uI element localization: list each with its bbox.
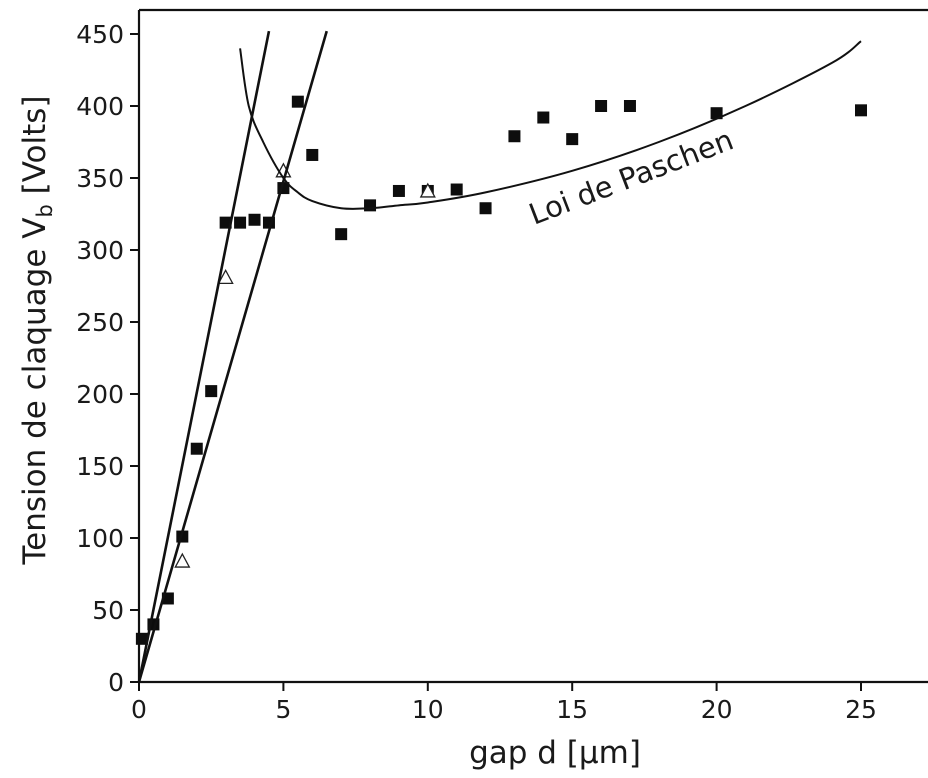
paschen-annotation: Loi de Paschen <box>524 122 738 231</box>
data-point-square <box>623 100 636 112</box>
x-axis-title: gap d [µm] <box>469 735 641 771</box>
y-ticks: 0 50 100 150 200 250 300 350 400 450 <box>76 20 139 697</box>
y-tick-label: 250 <box>76 308 124 337</box>
y-tick-label: 100 <box>76 524 124 553</box>
data-point-square <box>219 216 232 229</box>
linear-fit-line <box>137 30 271 683</box>
x-ticks: 0 5 10 15 20 25 <box>131 682 877 724</box>
data-point-square <box>135 632 148 645</box>
y-axis-title-subscript: b <box>33 204 57 217</box>
data-point-square <box>335 228 348 241</box>
y-axis-title-main: Tension de claquage V <box>17 218 53 566</box>
data-point-triangle <box>419 182 436 198</box>
y-axis-title: Tension de claquage Vb [Volts] <box>17 95 57 565</box>
data-point-square <box>364 199 377 212</box>
y-tick-label: 50 <box>92 596 124 625</box>
data-point-square <box>205 385 218 398</box>
x-tick-label: 0 <box>131 695 147 724</box>
data-point-square <box>595 100 608 112</box>
data-point-square <box>479 202 492 215</box>
data-point-square <box>291 95 304 108</box>
data-point-square <box>450 183 463 196</box>
series-layer <box>135 30 867 683</box>
y-tick-label: 150 <box>76 452 124 481</box>
data-point-square <box>190 442 203 455</box>
paschen-curve <box>239 40 862 210</box>
data-point-triangle <box>217 268 234 285</box>
data-point-square <box>306 148 319 161</box>
x-tick-label: 10 <box>412 695 444 724</box>
data-point-square <box>566 133 579 146</box>
y-tick-label: 450 <box>76 20 124 49</box>
data-point-square <box>392 184 405 197</box>
y-tick-label: 200 <box>76 380 124 409</box>
data-point-square <box>537 111 550 124</box>
x-tick-label: 20 <box>701 695 733 724</box>
y-tick-label: 350 <box>76 164 124 193</box>
y-tick-label: 300 <box>76 236 124 265</box>
linear-fit-line <box>137 30 328 683</box>
x-tick-label: 15 <box>556 695 588 724</box>
data-point-square <box>855 104 867 117</box>
data-point-square <box>710 107 723 120</box>
x-tick-label: 25 <box>845 695 877 724</box>
data-point-square <box>508 130 521 143</box>
y-axis-title-unit: [Volts] <box>17 95 53 204</box>
x-tick-label: 5 <box>275 695 291 724</box>
data-point-square <box>234 216 247 229</box>
data-point-square <box>248 213 261 226</box>
y-tick-label: 0 <box>108 668 124 697</box>
data-point-triangle <box>174 552 191 568</box>
y-tick-label: 400 <box>76 92 124 121</box>
